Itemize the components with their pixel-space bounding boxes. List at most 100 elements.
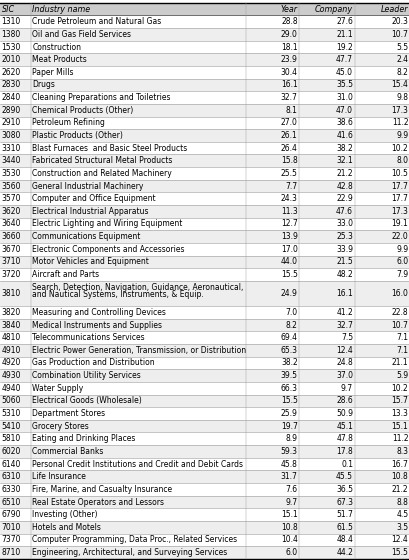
Text: 16.0: 16.0: [391, 289, 407, 298]
Text: 2830: 2830: [2, 81, 21, 90]
Text: Computer Programming, Data Proc., Related Services: Computer Programming, Data Proc., Relate…: [32, 535, 237, 544]
Text: Plastic Products (Other): Plastic Products (Other): [32, 131, 123, 140]
Text: 3530: 3530: [2, 169, 21, 178]
Text: 3440: 3440: [2, 156, 21, 165]
Bar: [0, 255, 409, 268]
Text: 8.1: 8.1: [285, 106, 297, 115]
Text: 16.1: 16.1: [335, 289, 352, 298]
Text: Commercial Banks: Commercial Banks: [32, 447, 103, 456]
Text: 6020: 6020: [2, 447, 21, 456]
Text: 22.0: 22.0: [391, 232, 407, 241]
Bar: [0, 534, 409, 546]
Text: 3570: 3570: [2, 194, 21, 203]
Text: 10.8: 10.8: [280, 523, 297, 532]
Text: Petroleum Refining: Petroleum Refining: [32, 118, 105, 127]
Text: 11.3: 11.3: [280, 207, 297, 216]
Bar: [0, 483, 409, 496]
Text: 69.4: 69.4: [280, 333, 297, 342]
Bar: [0, 66, 409, 78]
Text: 35.5: 35.5: [335, 81, 352, 90]
Bar: [0, 382, 409, 395]
Bar: [0, 28, 409, 41]
Text: 39.5: 39.5: [280, 371, 297, 380]
Text: 8710: 8710: [2, 548, 21, 557]
Text: Grocery Stores: Grocery Stores: [32, 422, 89, 431]
Text: 8.3: 8.3: [396, 447, 407, 456]
Text: 21.5: 21.5: [335, 258, 352, 267]
Text: 10.2: 10.2: [391, 143, 407, 153]
Text: 17.3: 17.3: [391, 207, 407, 216]
Text: 10.2: 10.2: [391, 384, 407, 393]
Text: 13.3: 13.3: [391, 409, 407, 418]
Text: 2.4: 2.4: [396, 55, 407, 64]
Bar: [0, 104, 409, 116]
Text: 4810: 4810: [2, 333, 21, 342]
Text: 38.6: 38.6: [335, 118, 352, 127]
Text: 7.5: 7.5: [340, 333, 352, 342]
Text: Construction: Construction: [32, 43, 81, 52]
Bar: [0, 458, 409, 470]
Text: 12.4: 12.4: [335, 346, 352, 355]
Text: 2910: 2910: [2, 118, 21, 127]
Text: Industry name: Industry name: [32, 4, 90, 13]
Bar: [0, 116, 409, 129]
Text: Investing (Other): Investing (Other): [32, 510, 98, 519]
Text: 2840: 2840: [2, 93, 21, 102]
Text: Communications Equipment: Communications Equipment: [32, 232, 140, 241]
Text: SIC: SIC: [2, 4, 15, 13]
Text: 27.0: 27.0: [280, 118, 297, 127]
Text: 47.8: 47.8: [335, 435, 352, 444]
Text: 21.1: 21.1: [391, 358, 407, 367]
Text: 2010: 2010: [2, 55, 21, 64]
Text: Electrical Industrial Apparatus: Electrical Industrial Apparatus: [32, 207, 148, 216]
Text: 6790: 6790: [2, 510, 21, 519]
Text: 19.2: 19.2: [335, 43, 352, 52]
Bar: [0, 281, 409, 306]
Text: 15.1: 15.1: [391, 422, 407, 431]
Bar: [0, 129, 409, 142]
Text: Eating and Drinking Places: Eating and Drinking Places: [32, 435, 135, 444]
Bar: [0, 230, 409, 243]
Text: 59.3: 59.3: [280, 447, 297, 456]
Text: Electric Power Generation, Transmission, or Distribution: Electric Power Generation, Transmission,…: [32, 346, 246, 355]
Text: 4910: 4910: [2, 346, 21, 355]
Text: 33.0: 33.0: [335, 220, 352, 228]
Text: 47.7: 47.7: [335, 55, 352, 64]
Text: Electric Lighting and Wiring Equipment: Electric Lighting and Wiring Equipment: [32, 220, 182, 228]
Text: 24.3: 24.3: [280, 194, 297, 203]
Text: 3620: 3620: [2, 207, 21, 216]
Text: Fabricated Structural Metal Products: Fabricated Structural Metal Products: [32, 156, 172, 165]
Text: 19.1: 19.1: [391, 220, 407, 228]
Text: 65.3: 65.3: [280, 346, 297, 355]
Bar: [0, 53, 409, 66]
Text: 5410: 5410: [2, 422, 21, 431]
Text: 15.5: 15.5: [391, 548, 407, 557]
Text: 7.7: 7.7: [285, 181, 297, 190]
Text: 2890: 2890: [2, 106, 21, 115]
Text: Electrical Goods (Wholesale): Electrical Goods (Wholesale): [32, 396, 142, 405]
Bar: [0, 78, 409, 91]
Bar: [0, 496, 409, 508]
Text: Department Stores: Department Stores: [32, 409, 105, 418]
Text: Hotels and Motels: Hotels and Motels: [32, 523, 101, 532]
Text: Drugs: Drugs: [32, 81, 55, 90]
Text: 45.8: 45.8: [280, 460, 297, 469]
Text: 4930: 4930: [2, 371, 21, 380]
Text: Aircraft and Parts: Aircraft and Parts: [32, 270, 99, 279]
Text: 12.7: 12.7: [280, 220, 297, 228]
Text: Computer and Office Equipment: Computer and Office Equipment: [32, 194, 156, 203]
Text: 66.3: 66.3: [280, 384, 297, 393]
Text: Oil and Gas Field Services: Oil and Gas Field Services: [32, 30, 131, 39]
Bar: [0, 155, 409, 167]
Text: Search, Detection, Navigation, Guidance, Aeronautical,: Search, Detection, Navigation, Guidance,…: [32, 283, 243, 292]
Text: 10.7: 10.7: [391, 30, 407, 39]
Bar: [0, 319, 409, 332]
Text: 30.4: 30.4: [280, 68, 297, 77]
Text: Year: Year: [280, 4, 297, 13]
Bar: [0, 508, 409, 521]
Text: 16.1: 16.1: [280, 81, 297, 90]
Bar: [0, 357, 409, 369]
Text: 6330: 6330: [2, 485, 21, 494]
Text: 42.8: 42.8: [335, 181, 352, 190]
Text: 19.7: 19.7: [280, 422, 297, 431]
